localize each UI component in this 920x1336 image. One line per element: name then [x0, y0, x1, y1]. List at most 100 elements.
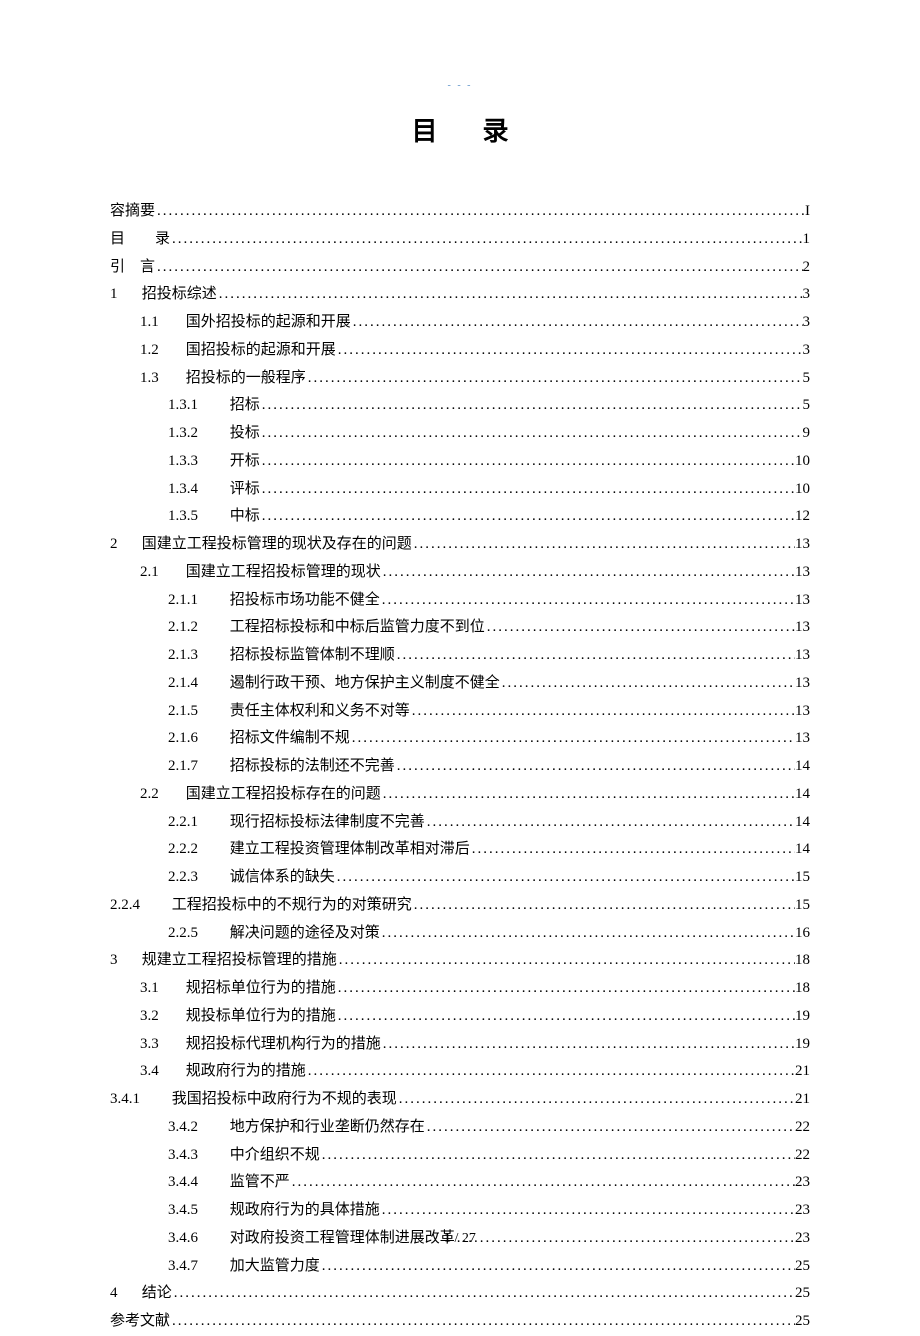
toc-entry: 3 规建立工程招投标管理的措施 18: [110, 947, 810, 975]
toc-entry-text: 引 言: [110, 259, 155, 275]
toc-entry-label: 1.3.2 投标: [168, 420, 260, 448]
toc-entry-page: 25: [795, 1280, 810, 1308]
toc-entry-page: 13: [795, 587, 810, 615]
toc-entry: 2.2 国建立工程招投标存在的问题14: [110, 781, 810, 809]
toc-entry: 2.1.4 遏制行政干预、地方保护主义制度不健全13: [110, 670, 810, 698]
toc-leader-dots: [172, 1280, 795, 1308]
toc-entry-label: 2.1.1 招投标市场功能不健全: [168, 587, 380, 615]
toc-entry-label: 2.2.4 工程招投标中的不规行为的对策研究: [110, 892, 412, 920]
toc-leader-dots: [260, 448, 795, 476]
toc-entry: 2.2.4 工程招投标中的不规行为的对策研究15: [110, 892, 810, 920]
toc-entry-page: 2: [803, 254, 811, 282]
toc-entry-label: 1.3.3 开标: [168, 448, 260, 476]
toc-entry-label: 2.1 国建立工程招投标管理的现状: [140, 559, 381, 587]
toc-leader-dots: [155, 198, 805, 226]
toc-entry-number: 1.3.1: [168, 392, 226, 420]
toc-entry-page: 21: [795, 1086, 810, 1114]
toc-entry-text: 监管不严: [230, 1174, 290, 1190]
toc-entry-number: 1.3.5: [168, 503, 226, 531]
toc-entry: 容摘要I: [110, 198, 810, 226]
page-title: 目录: [110, 111, 810, 148]
toc-entry: 参考文献25: [110, 1308, 810, 1336]
toc-entry-number: 3.3: [140, 1031, 182, 1059]
toc-entry: 3.4.7 加大监管力度25: [110, 1253, 810, 1281]
toc-entry-page: 18: [795, 947, 810, 975]
toc-entry-text: 规建立工程招投标管理的措施: [142, 952, 337, 968]
toc-entry-label: 3.4 规政府行为的措施: [140, 1058, 306, 1086]
toc-entry: 目 录1: [110, 226, 810, 254]
toc-entry-number: 2.1.5: [168, 698, 226, 726]
toc-entry-text: 招投标综述: [142, 286, 217, 302]
toc-entry-page: 13: [795, 670, 810, 698]
toc-leader-dots: [290, 1169, 795, 1197]
toc-entry-label: 3 规建立工程招投标管理的措施: [110, 947, 337, 975]
toc-entry-page: 19: [795, 1031, 810, 1059]
toc-leader-dots: [336, 337, 803, 365]
toc-leader-dots: [320, 1253, 795, 1281]
toc-entry-page: 16: [795, 920, 810, 948]
toc-entry-number: 2.2.4: [110, 892, 168, 920]
toc-entry-number: 1: [110, 281, 138, 309]
toc-entry-number: 2.1.4: [168, 670, 226, 698]
toc-entry-number: 3.2: [140, 1003, 182, 1031]
toc-entry-page: 13: [795, 559, 810, 587]
toc-entry: 1.3.1 招标5: [110, 392, 810, 420]
toc-entry-number: 2.1.7: [168, 753, 226, 781]
toc-entry-text: 开标: [230, 453, 260, 469]
toc-entry-page: 3: [803, 337, 811, 365]
toc-entry: 2 国建立工程投标管理的现状及存在的问题13: [110, 531, 810, 559]
toc-entry-text: 规政府行为的具体措施: [230, 1202, 380, 1218]
toc-entry-text: 诚信体系的缺失: [230, 869, 335, 885]
toc-entry-number: 3: [110, 947, 138, 975]
toc-leader-dots: [380, 1197, 795, 1225]
toc-leader-dots: [336, 975, 795, 1003]
toc-entry-label: 2.1.7 招标投标的法制还不完善: [168, 753, 395, 781]
toc-leader-dots: [260, 503, 795, 531]
toc-entry-label: 引 言: [110, 254, 155, 282]
toc-entry-text: 国建立工程招投标存在的问题: [186, 786, 381, 802]
toc-entry-text: 招投标的一般程序: [186, 370, 306, 386]
toc-leader-dots: [395, 753, 795, 781]
toc-entry-text: 责任主体权利和义务不对等: [230, 703, 410, 719]
toc-entry-page: 14: [795, 781, 810, 809]
toc-entry-page: 5: [803, 365, 811, 393]
toc-entry-text: 招投标市场功能不健全: [230, 592, 380, 608]
toc-entry-page: 18: [795, 975, 810, 1003]
toc-entry-label: 2.1.2 工程招标投标和中标后监管力度不到位: [168, 614, 485, 642]
toc-entry-number: 2.1: [140, 559, 182, 587]
toc-leader-dots: [381, 781, 795, 809]
toc-entry-page: 3: [803, 309, 811, 337]
toc-entry-page: 23: [795, 1197, 810, 1225]
toc-entry-text: 加大监管力度: [230, 1258, 320, 1274]
toc-entry-label: 3.4.7 加大监管力度: [168, 1253, 320, 1281]
toc-entry-number: 2.2.3: [168, 864, 226, 892]
toc-entry: 2.2.5 解决问题的途径及对策16: [110, 920, 810, 948]
toc-entry-label: 2.2.2 建立工程投资管理体制改革相对滞后: [168, 836, 470, 864]
toc-entry-label: 1.3.5 中标: [168, 503, 260, 531]
toc-leader-dots: [336, 1003, 795, 1031]
toc-entry-text: 规投标单位行为的措施: [186, 1008, 336, 1024]
toc-entry-page: 1: [803, 226, 811, 254]
toc-entry-label: 2.1.3 招标投标监管体制不理顺: [168, 642, 395, 670]
toc-entry-number: 2.2.2: [168, 836, 226, 864]
toc-entry-page: 13: [795, 531, 810, 559]
toc-entry: 2.1.5 责任主体权利和义务不对等13: [110, 698, 810, 726]
toc-entry-number: 3.4.4: [168, 1169, 226, 1197]
toc-entry: 3.2 规投标单位行为的措施19: [110, 1003, 810, 1031]
toc-entry-page: 3: [803, 281, 811, 309]
toc-entry-label: 2.2.1 现行招标投标法律制度不完善: [168, 809, 425, 837]
toc-entry-page: 5: [803, 392, 811, 420]
toc-entry-text: 工程招投标中的不规行为的对策研究: [172, 897, 412, 913]
toc-entry-number: 3.4.1: [110, 1086, 168, 1114]
toc-entry: 2.1.6 招标文件编制不规13: [110, 725, 810, 753]
toc-leader-dots: [306, 1058, 795, 1086]
toc-entry-page: 13: [795, 614, 810, 642]
toc-entry: 3.3 规招投标代理机构行为的措施 19: [110, 1031, 810, 1059]
toc-entry-text: 参考文献: [110, 1313, 170, 1329]
toc-entry: 1.3.5 中标12: [110, 503, 810, 531]
toc-entry-text: 工程招标投标和中标后监管力度不到位: [230, 619, 485, 635]
toc-entry-text: 国建立工程招投标管理的现状: [186, 564, 381, 580]
toc-entry-label: 3.3 规招投标代理机构行为的措施: [140, 1031, 381, 1059]
toc-leader-dots: [397, 1086, 795, 1114]
toc-entry-number: 4: [110, 1280, 138, 1308]
